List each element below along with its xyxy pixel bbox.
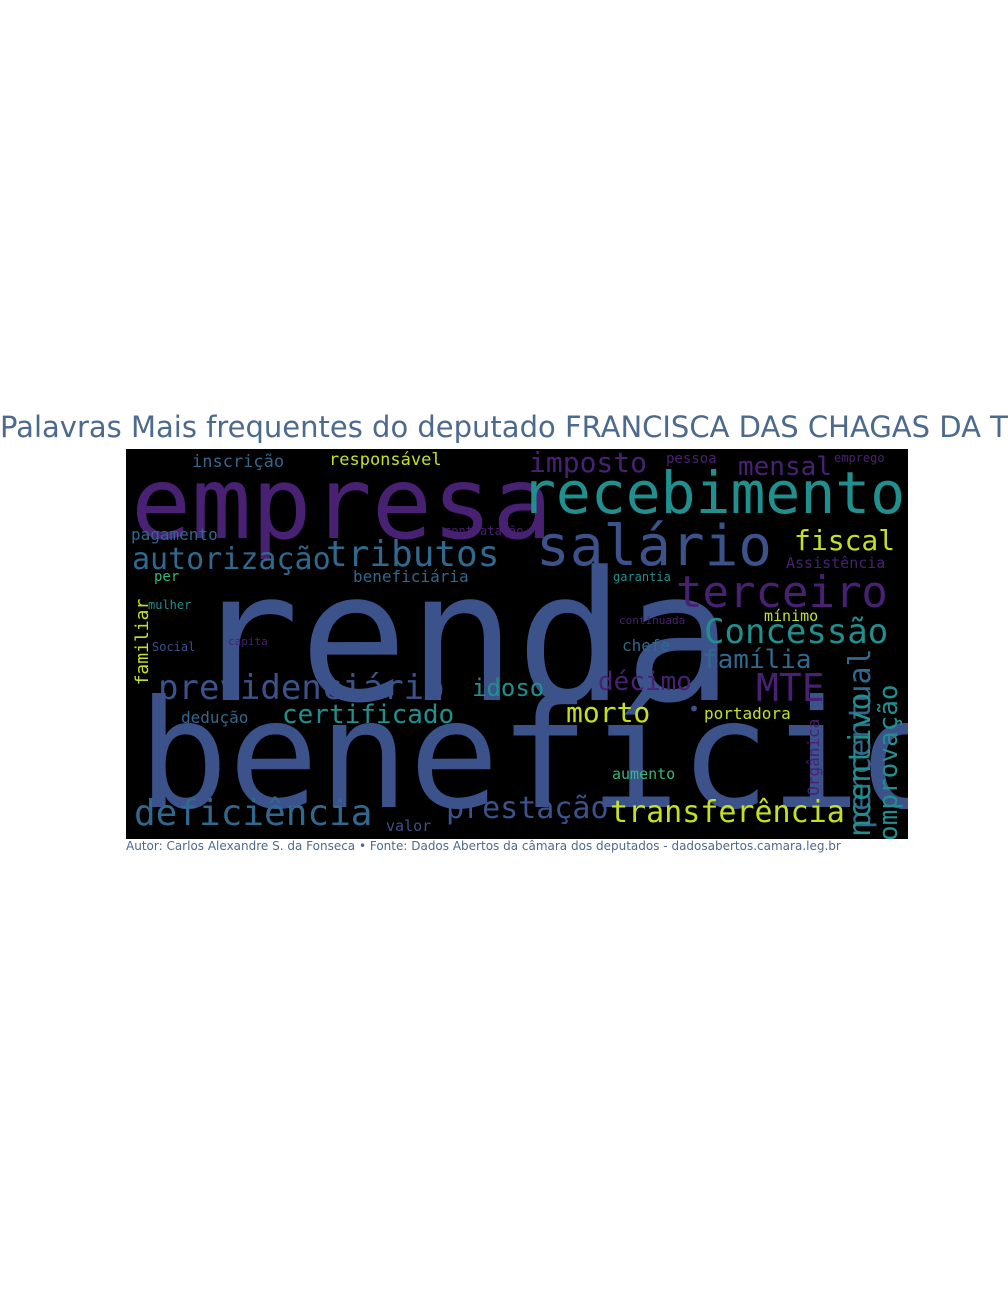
word-40: emprego — [834, 451, 885, 465]
word-28: pagamento — [131, 525, 218, 544]
word-13: prestação — [446, 791, 609, 826]
word-36: Orgânica — [804, 718, 823, 796]
word-12: transferência — [610, 795, 845, 830]
word-6: tributos — [326, 534, 500, 575]
word-20: MTE — [756, 666, 825, 710]
word-5: salário — [536, 514, 773, 579]
word-43: per — [154, 569, 180, 585]
word-22: morto — [566, 696, 651, 729]
word-26: responsável — [329, 450, 442, 470]
word-32: portadora — [704, 704, 791, 723]
word-27: inscrição — [192, 452, 285, 472]
chart-footer: Autor: Carlos Alexandre S. da Fonseca • … — [126, 839, 841, 853]
word-7: terceiro — [676, 567, 888, 618]
word-4: recebimento — [521, 459, 906, 527]
word-41: contratação — [444, 524, 524, 538]
word-45: continuada — [619, 614, 686, 627]
word-24: incentivo — [843, 692, 878, 839]
word-44: mulher — [148, 598, 192, 612]
word-38: Assistência — [786, 554, 886, 572]
word-42: garantia — [613, 570, 671, 584]
word-3: empresa — [131, 449, 553, 562]
word-30: beneficiária — [353, 567, 469, 586]
word-21: idoso — [472, 674, 545, 702]
word-18: família — [702, 645, 812, 675]
word-46: Social — [152, 640, 196, 654]
chart-title: Palavras Mais frequentes do deputado FRA… — [0, 410, 1008, 444]
word-34: mínimo — [764, 607, 819, 625]
word-14: certificado — [282, 700, 455, 730]
word-cloud: renda benefício empresa recebimento salário t… — [126, 449, 908, 839]
word-48: • — [688, 697, 701, 721]
word-35: chefe — [622, 636, 671, 655]
word-11: deficiência — [134, 793, 373, 834]
word-8: previdenciário — [158, 668, 445, 708]
word-9: autorização — [132, 542, 331, 577]
word-17: mensal — [738, 452, 832, 482]
word-37: valor — [386, 817, 432, 835]
word-15: imposto — [529, 449, 648, 479]
word-25: comprovação — [874, 684, 904, 839]
word-19: décimo — [598, 667, 692, 697]
word-39: pessoa — [666, 451, 717, 467]
word-29: dedução — [181, 708, 249, 727]
word-2: benefício — [138, 669, 908, 839]
word-47: capita — [228, 635, 268, 648]
word-16: fiscal — [794, 524, 896, 557]
word-33: aumento — [612, 765, 676, 783]
word-10: Concessão — [704, 612, 889, 652]
word-1: renda — [191, 534, 733, 743]
